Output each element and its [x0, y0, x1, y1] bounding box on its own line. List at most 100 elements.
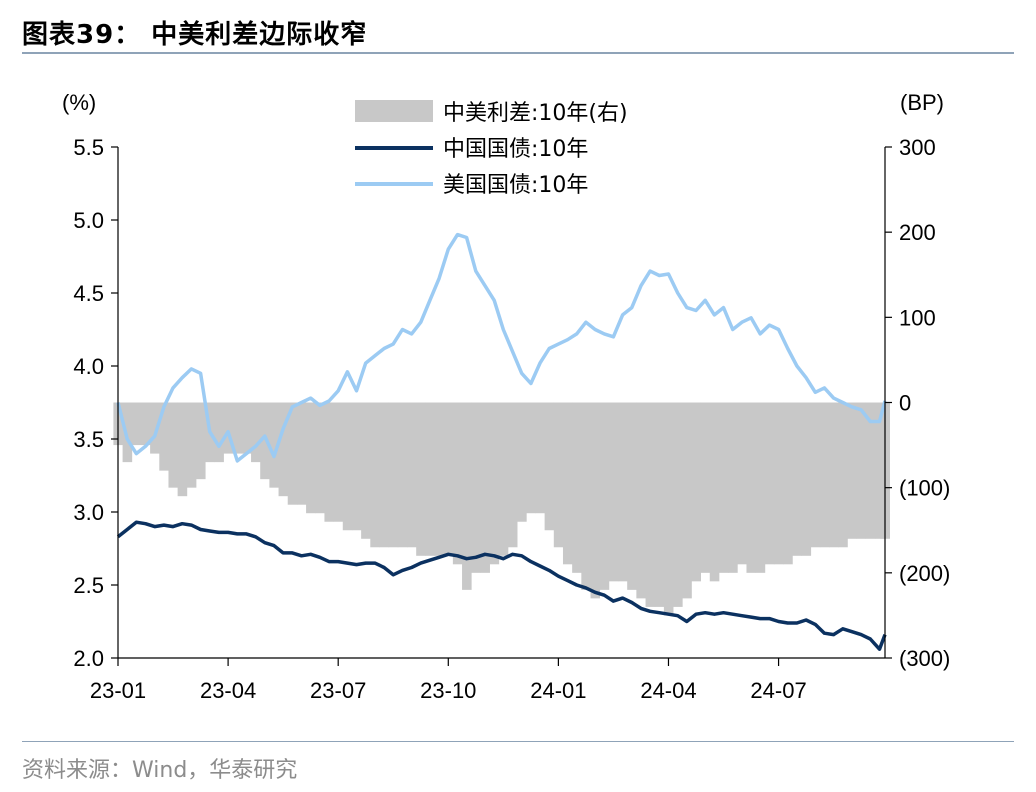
spread-bar [278, 402, 289, 497]
axes: 5.5 5.0 4.5 4.0 3.5 3.0 2.5 2.0 300 200 100 0 (100) (… [62, 90, 950, 703]
spread-bar [434, 402, 445, 556]
x-tick-label: 23-10 [420, 678, 476, 703]
right-tick-label: (100) [899, 476, 950, 501]
china-10y-line [116, 520, 887, 651]
spread-bar [553, 402, 564, 548]
title-divider [22, 52, 1014, 54]
spread-bar [673, 402, 683, 607]
spread-bar [874, 402, 885, 539]
spread-bar [562, 402, 573, 565]
right-tick-label: 0 [899, 391, 911, 416]
legend-swatch-spread [355, 100, 433, 122]
spread-bar [480, 402, 490, 573]
x-tick-label: 23-07 [310, 678, 366, 703]
spread-bar [498, 402, 509, 556]
spread-bar [223, 402, 234, 454]
left-tick-label: 2.5 [73, 573, 104, 598]
spread-bar [195, 402, 206, 480]
spread-bar [351, 402, 362, 531]
right-tick-label: 100 [899, 305, 936, 330]
spread-bar [214, 402, 224, 463]
right-tick-label: (300) [899, 646, 950, 671]
left-tick-label: 3.5 [73, 427, 104, 452]
x-tick-label: 24-01 [530, 678, 586, 703]
spread-bars [113, 402, 890, 616]
left-tick-label: 5.5 [73, 135, 104, 160]
legend-label: 美国国债:10年 [443, 173, 588, 198]
spread-bar [159, 402, 169, 471]
x-tick-label: 24-04 [640, 678, 696, 703]
spread-bar [544, 402, 555, 531]
legend-label: 中国国债:10年 [443, 137, 588, 162]
series-lines [116, 232, 887, 651]
spread-bar [462, 402, 472, 590]
spread-bar [535, 402, 546, 514]
spread-bar [792, 402, 802, 556]
spread-bar [416, 402, 426, 556]
spread-bar [452, 402, 463, 565]
spread-bar [691, 402, 701, 582]
spread-bar [269, 402, 279, 488]
spread-bar [342, 402, 353, 531]
right-tick-label: (200) [899, 561, 950, 586]
spread-bar [140, 402, 151, 446]
spread-bar [397, 402, 408, 548]
spread-bar [819, 402, 830, 548]
left-tick-label: 2.0 [73, 646, 104, 671]
left-tick-label: 4.0 [73, 354, 104, 379]
spread-bar [709, 402, 720, 582]
spread-bar [150, 402, 160, 454]
chart-title: 图表39： 中美利差边际收窄 [22, 20, 368, 50]
spread-bar [177, 402, 188, 497]
spread-bar [489, 402, 500, 565]
spread-bar [287, 402, 298, 505]
footer-divider [22, 741, 1014, 742]
spread-bar [865, 402, 876, 539]
left-tick-label: 3.0 [73, 500, 104, 525]
spread-bar [636, 402, 646, 599]
spread-bar [810, 402, 821, 548]
spread-bar [599, 402, 610, 590]
spread-bar [241, 402, 252, 454]
spread-bar [718, 402, 729, 573]
spread-bar [838, 402, 848, 548]
spread-bar [682, 402, 692, 599]
spread-bar [361, 402, 371, 539]
spread-bar [618, 402, 628, 582]
spread-bar [856, 402, 867, 539]
spread-bar [471, 402, 481, 573]
spread-bar [407, 402, 417, 548]
spread-bar [315, 402, 325, 514]
spread-bar [654, 402, 665, 607]
spread-bar [663, 402, 674, 616]
x-tick-label: 24-07 [750, 678, 806, 703]
spread-bar [186, 402, 197, 488]
spread-bar [801, 402, 812, 556]
spread-bar [324, 402, 335, 522]
spread-bar [847, 402, 857, 539]
spread-bar [260, 402, 270, 480]
spread-bar [755, 402, 766, 573]
source-note: 资料来源：Wind，华泰研究 [22, 758, 298, 783]
spread-bar [251, 402, 261, 463]
spread-bar [627, 402, 637, 590]
legend-label: 中美利差:10年(右) [443, 101, 628, 126]
spread-bar [517, 402, 527, 522]
spread-bar [425, 402, 435, 556]
spread-bar [728, 402, 738, 573]
spread-bar [443, 402, 454, 556]
x-tick-label: 23-01 [90, 678, 146, 703]
spread-bar [737, 402, 747, 565]
right-tick-label: 300 [899, 135, 936, 160]
spread-bar [333, 402, 344, 522]
right-axis-unit: (BP) [900, 90, 944, 115]
spread-bar [131, 402, 142, 446]
us-10y-line [116, 232, 887, 463]
spread-bar [746, 402, 757, 573]
spread-bar [581, 402, 591, 590]
spread-bar [296, 402, 307, 505]
x-tick-label: 23-04 [200, 678, 256, 703]
left-tick-label: 5.0 [73, 208, 104, 233]
spread-bar [783, 402, 793, 565]
